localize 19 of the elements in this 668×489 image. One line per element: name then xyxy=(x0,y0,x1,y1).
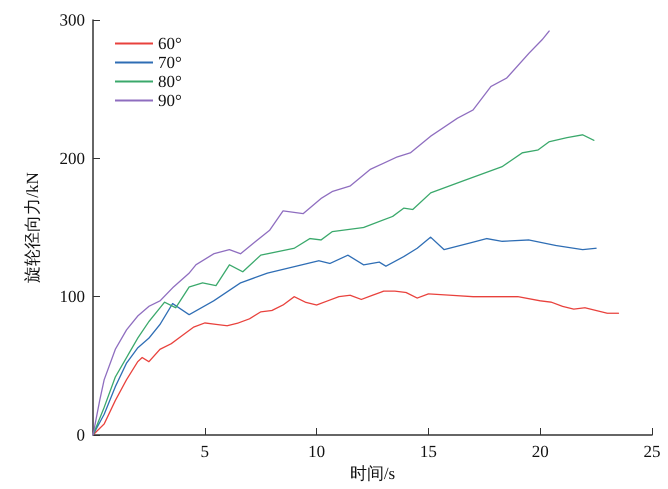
legend-label: 60° xyxy=(158,34,182,53)
y-tick-label: 0 xyxy=(76,426,85,444)
y-tick-label: 100 xyxy=(60,287,85,306)
y-tick-label: 300 xyxy=(60,10,85,30)
legend-label: 90° xyxy=(158,91,182,110)
y-tick-label: 200 xyxy=(60,148,85,168)
x-axis-title: 时间/s xyxy=(350,464,396,483)
line-series xyxy=(92,30,550,436)
x-tick-label: 15 xyxy=(420,442,437,461)
legend-label: 80° xyxy=(158,72,182,91)
legend-label: 70° xyxy=(158,53,182,72)
line-series xyxy=(92,290,620,436)
y-axis-title: 旋轮径向力/kN xyxy=(23,172,42,283)
x-tick-label: 5 xyxy=(200,442,210,461)
x-tick-label: 25 xyxy=(644,442,660,461)
x-tick-label: 10 xyxy=(308,442,326,461)
line-series xyxy=(92,134,595,436)
line-series xyxy=(92,236,597,436)
x-tick-label: 20 xyxy=(532,442,549,461)
